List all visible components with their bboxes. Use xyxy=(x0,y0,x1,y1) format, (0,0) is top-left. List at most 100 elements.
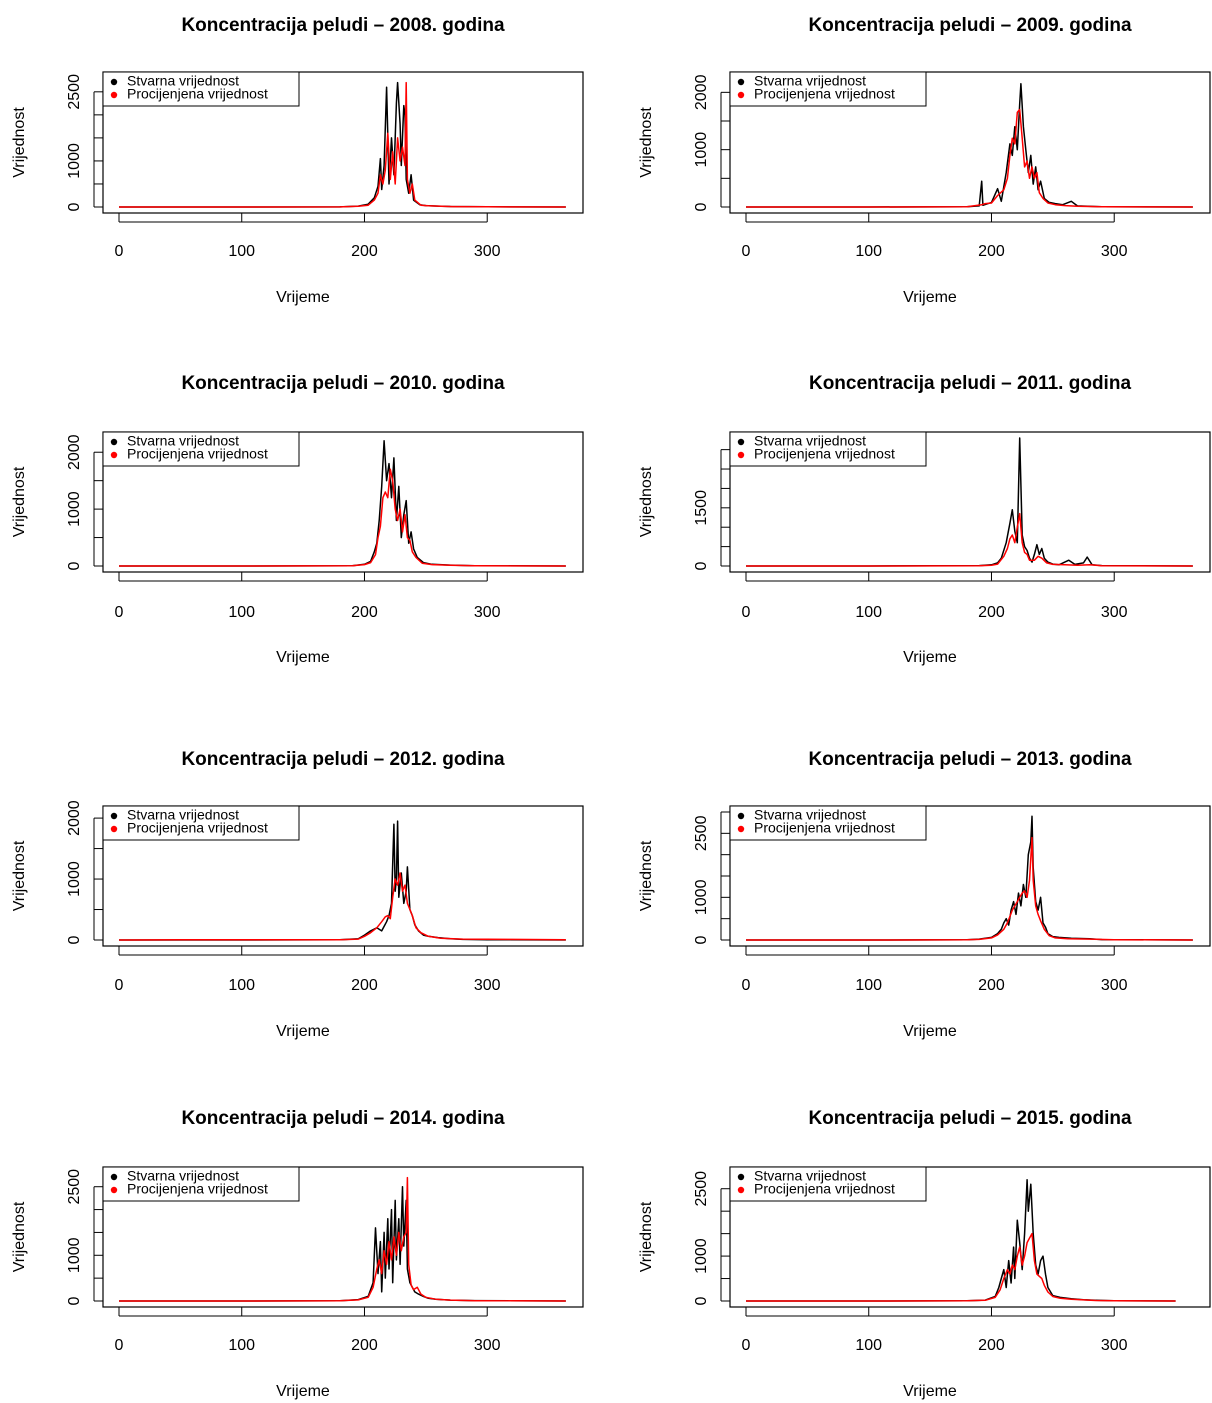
series-line xyxy=(746,512,1193,567)
series-line xyxy=(746,836,1193,941)
legend-marker xyxy=(110,825,118,833)
series-line xyxy=(118,872,566,941)
series-line xyxy=(746,815,1193,941)
legend-label: Procijenjena vrijednost xyxy=(754,1181,895,1197)
legend-label: Procijenjena vrijednost xyxy=(754,86,895,102)
legend-marker xyxy=(737,825,745,833)
x-tick-label: 300 xyxy=(1101,1337,1128,1354)
y-tick-label: 1000 xyxy=(66,861,83,897)
x-tick-label: 0 xyxy=(115,1337,124,1354)
legend-marker xyxy=(110,451,118,459)
x-axis-label: Vrijeme xyxy=(903,1383,957,1400)
x-tick-label: 300 xyxy=(474,977,501,994)
chart-title: Koncentracija peludi – 2015. godina xyxy=(808,1108,1132,1129)
y-axis-label: Vrijednost xyxy=(11,107,28,178)
y-tick-label: 1000 xyxy=(693,1238,710,1274)
legend-marker xyxy=(110,91,118,99)
x-tick-label: 0 xyxy=(742,1337,751,1354)
y-axis-label: Vrijednost xyxy=(638,466,655,537)
x-tick-label: 100 xyxy=(855,604,882,621)
legend-label: Stvarna vrijednost xyxy=(127,433,239,449)
y-tick-label: 2000 xyxy=(693,74,710,110)
x-tick-label: 0 xyxy=(742,604,751,621)
legend-box xyxy=(729,431,927,467)
chart-title: Koncentracija peludi – 2010. godina xyxy=(181,373,505,394)
x-tick-label: 0 xyxy=(742,243,751,260)
y-tick-label: 1500 xyxy=(693,490,710,526)
x-tick-label: 200 xyxy=(978,604,1005,621)
legend-box xyxy=(729,1166,927,1202)
x-axis-label: Vrijeme xyxy=(276,1383,330,1400)
legend-marker xyxy=(737,812,745,820)
x-tick-label: 300 xyxy=(1101,977,1128,994)
chart-title: Koncentracija peludi – 2013. godina xyxy=(808,749,1132,770)
plot-frame xyxy=(102,1166,584,1308)
x-axis-label: Vrijeme xyxy=(903,649,957,666)
series-line xyxy=(119,81,566,208)
plot-frame xyxy=(729,431,1211,573)
y-tick-label: 0 xyxy=(693,202,710,211)
legend-box xyxy=(729,805,927,841)
x-axis-label: Vrijeme xyxy=(276,1023,330,1040)
y-tick-label: 2000 xyxy=(66,434,83,470)
legend-label: Procijenjena vrijednost xyxy=(127,1181,268,1197)
chart-panel: Koncentracija peludi – 2012. godina 0 100 2… xyxy=(11,749,584,1040)
legend-label: Stvarna vrijednost xyxy=(754,1168,866,1184)
chart-title: Koncentracija peludi – 2014. godina xyxy=(181,1108,505,1129)
plot-frame xyxy=(102,71,584,214)
y-tick-label: 1000 xyxy=(66,491,83,527)
y-tick-label: 0 xyxy=(66,935,83,944)
series-line xyxy=(746,1178,1176,1302)
legend-label: Procijenjena vrijednost xyxy=(127,86,268,102)
legend-marker xyxy=(110,812,118,820)
legend-marker xyxy=(737,78,745,86)
x-tick-label: 100 xyxy=(228,604,255,621)
x-tick-label: 200 xyxy=(978,977,1005,994)
chart-panel: Koncentracija peludi – 2014. godina 0 100 2… xyxy=(11,1108,584,1400)
x-tick-label: 200 xyxy=(978,243,1005,260)
chart-panel: Koncentracija peludi – 2015. godina 0 100 2… xyxy=(638,1108,1211,1400)
legend-box xyxy=(102,805,300,841)
legend-marker xyxy=(737,1173,745,1181)
x-tick-label: 300 xyxy=(474,604,501,621)
legend-label: Stvarna vrijednost xyxy=(754,807,866,823)
chart-title: Koncentracija peludi – 2012. godina xyxy=(181,749,505,770)
x-tick-label: 0 xyxy=(115,977,124,994)
y-tick-label: 2500 xyxy=(693,815,710,851)
legend-label: Procijenjena vrijednost xyxy=(127,820,268,836)
y-tick-label: 1000 xyxy=(66,1237,83,1273)
chart-title: Koncentracija peludi – 2008. godina xyxy=(181,15,505,36)
legend-box xyxy=(102,431,300,467)
chart-title: Koncentracija peludi – 2009. godina xyxy=(808,15,1132,36)
x-tick-label: 300 xyxy=(474,243,501,260)
plot-frame xyxy=(102,805,584,947)
y-axis-label: Vrijednost xyxy=(638,840,655,911)
legend-marker xyxy=(737,1186,745,1194)
y-axis-label: Vrijednost xyxy=(638,1201,655,1272)
series-line xyxy=(119,1185,566,1302)
x-tick-label: 100 xyxy=(855,243,882,260)
y-tick-label: 0 xyxy=(66,561,83,570)
series-line xyxy=(746,1232,1176,1302)
legend-label: Stvarna vrijednost xyxy=(754,73,866,89)
legend-label: Stvarna vrijednost xyxy=(127,73,239,89)
x-tick-label: 300 xyxy=(1101,243,1128,260)
plot-frame xyxy=(102,431,584,573)
legend-box xyxy=(102,71,300,107)
x-tick-label: 100 xyxy=(855,977,882,994)
x-tick-label: 200 xyxy=(351,977,378,994)
chart-panel: Koncentracija peludi – 2010. godina 0 100 2… xyxy=(11,373,584,666)
legend-label: Stvarna vrijednost xyxy=(127,807,239,823)
y-tick-label: 2000 xyxy=(66,800,83,836)
y-axis-label: Vrijednost xyxy=(638,107,655,178)
plot-frame xyxy=(729,1166,1211,1308)
x-tick-label: 0 xyxy=(742,977,751,994)
legend-label: Procijenjena vrijednost xyxy=(754,820,895,836)
